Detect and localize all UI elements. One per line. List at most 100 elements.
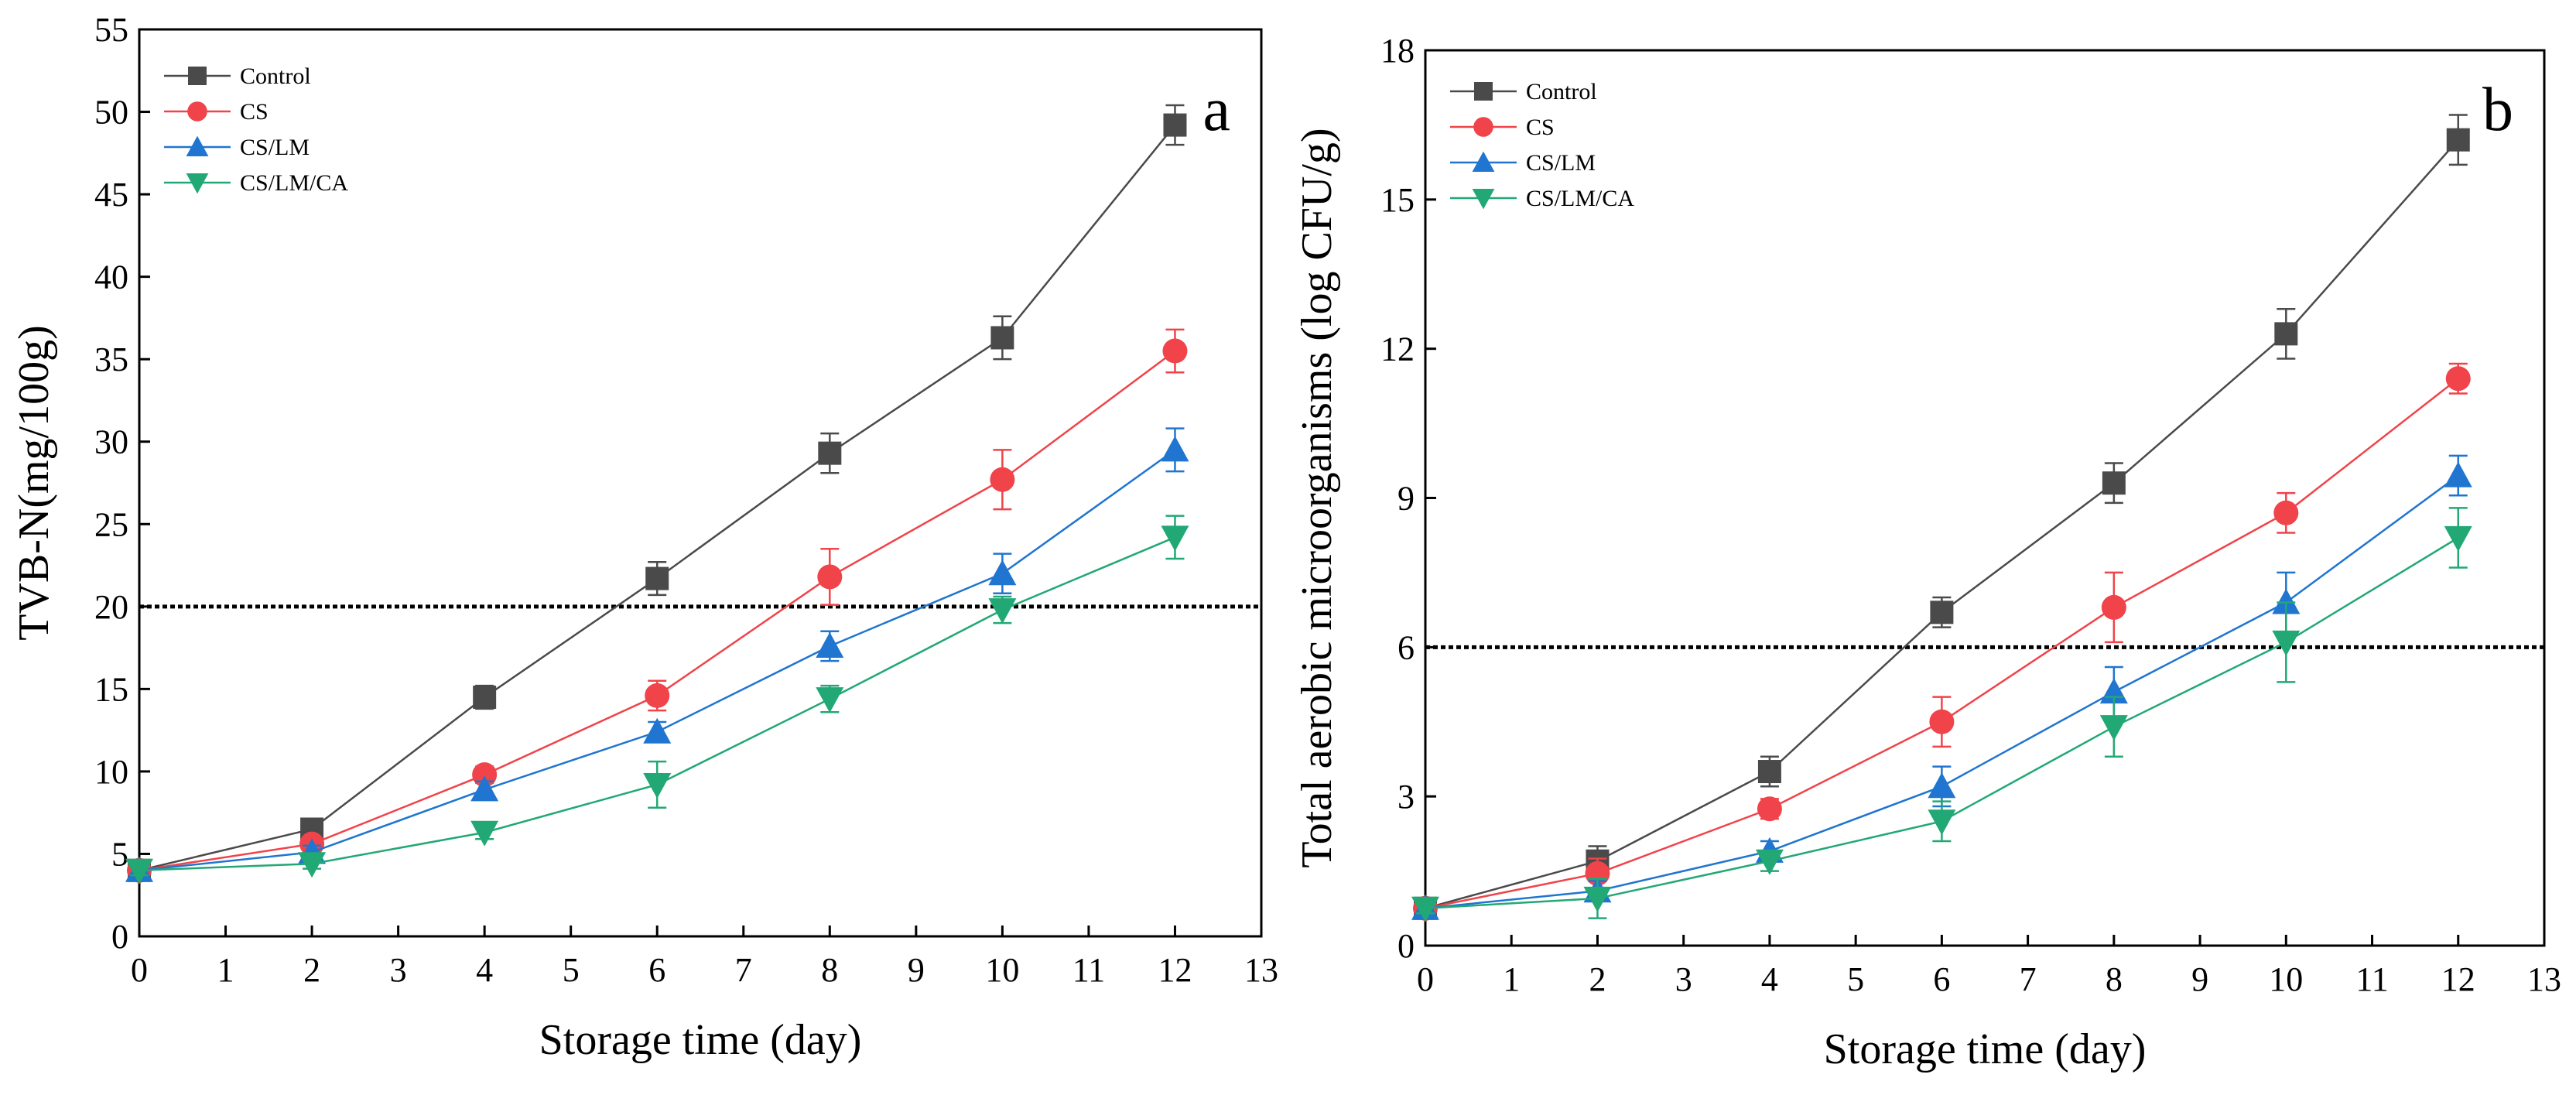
x-tick-label: 13 <box>2527 960 2561 998</box>
x-tick-label: 12 <box>1158 951 1192 989</box>
y-tick-label: 5 <box>111 835 128 873</box>
y-tick-label: 9 <box>1397 480 1415 518</box>
x-tick-label: 1 <box>217 951 234 989</box>
x-tick-label: 12 <box>2441 960 2475 998</box>
y-tick-label: 30 <box>94 423 128 461</box>
legend-label: CS/LM/CA <box>240 170 348 196</box>
x-tick-label: 5 <box>1847 960 1864 998</box>
data-point <box>1161 525 1189 552</box>
y-tick-label: 18 <box>1380 32 1415 70</box>
data-point <box>988 559 1017 586</box>
data-point <box>816 687 844 713</box>
data-point <box>990 467 1015 492</box>
panel-label: b <box>2482 76 2513 144</box>
legend-marker <box>1474 82 1493 101</box>
x-tick-label: 10 <box>2269 960 2303 998</box>
x-tick-label: 11 <box>1072 951 1105 989</box>
data-point <box>1162 338 1188 364</box>
y-tick-label: 20 <box>94 588 128 626</box>
x-tick-label: 6 <box>648 951 665 989</box>
legend-label: CS/LM/CA <box>1526 186 1634 211</box>
data-point <box>2444 525 2472 552</box>
data-point <box>990 326 1014 350</box>
x-tick-label: 2 <box>303 951 320 989</box>
legend-marker <box>186 135 209 156</box>
data-point <box>2272 588 2301 614</box>
y-tick-label: 55 <box>94 11 128 49</box>
series-cs-lm-ca <box>1411 507 2472 922</box>
x-tick-label: 8 <box>2106 960 2123 998</box>
x-tick-label: 4 <box>1761 960 1778 998</box>
x-tick-label: 7 <box>735 951 752 989</box>
legend-label: Control <box>240 63 311 89</box>
data-point <box>643 772 672 799</box>
chart-panel-a: 0 1 2 3 4 5 6 7 8 9 10 11 12 130510152025303540455055… <box>10 11 1278 1064</box>
data-point <box>125 858 153 884</box>
x-tick-label: 1 <box>1503 960 1520 998</box>
data-point <box>1411 896 1439 922</box>
legend: Control CS CS/LM CS/LM/CA <box>1450 79 1634 211</box>
legend-label: Control <box>1526 79 1597 104</box>
data-point <box>470 775 499 802</box>
data-point <box>645 683 670 708</box>
data-point <box>470 820 499 847</box>
data-point <box>1757 760 1781 784</box>
x-tick-label: 0 <box>1417 960 1434 998</box>
data-point <box>1929 709 1955 734</box>
data-point <box>2272 630 2301 656</box>
legend-marker <box>186 173 209 194</box>
x-tick-label: 11 <box>2355 960 2388 998</box>
data-point <box>2102 471 2126 495</box>
legend-label: CS <box>240 99 269 125</box>
x-tick-label: 5 <box>563 951 580 989</box>
x-tick-label: 0 <box>131 951 148 989</box>
y-tick-label: 15 <box>1380 181 1415 219</box>
plot-frame <box>1424 49 2546 947</box>
data-point <box>1755 849 1784 875</box>
data-point <box>1928 809 1956 836</box>
data-point <box>2273 500 2299 525</box>
data-point <box>2101 594 2126 620</box>
legend: Control CS CS/LM CS/LM/CA <box>164 63 348 196</box>
x-tick-label: 3 <box>1675 960 1692 998</box>
data-point <box>298 852 327 878</box>
y-tick-label: 45 <box>94 176 128 214</box>
x-tick-label: 10 <box>985 951 1019 989</box>
y-axis-title: TVB-N(mg/100g) <box>10 325 58 641</box>
data-point <box>645 566 669 590</box>
y-tick-label: 6 <box>1397 628 1415 666</box>
data-point <box>1930 600 1954 624</box>
y-tick-label: 50 <box>94 94 128 132</box>
x-axis-title: Storage time (day) <box>1824 1025 2147 1073</box>
data-point <box>1583 886 1612 912</box>
x-tick-label: 9 <box>2191 960 2208 998</box>
panel-label: a <box>1202 76 1230 144</box>
data-point <box>643 717 672 744</box>
data-point <box>816 631 844 658</box>
legend-marker <box>1473 117 1493 137</box>
series-cs-lm <box>1411 454 2472 920</box>
x-tick-label: 4 <box>476 951 493 989</box>
y-tick-label: 12 <box>1380 330 1415 368</box>
data-point <box>1928 772 1956 799</box>
x-tick-label: 8 <box>821 951 838 989</box>
x-tick-label: 13 <box>1244 951 1278 989</box>
legend-label: CS/LM <box>1526 150 1596 176</box>
data-point <box>1585 861 1610 886</box>
data-point <box>2099 715 2128 741</box>
legend-marker <box>1472 151 1495 172</box>
legend-marker <box>1472 189 1495 210</box>
x-tick-label: 7 <box>2020 960 2037 998</box>
data-point <box>988 598 1017 624</box>
x-tick-label: 9 <box>908 951 925 989</box>
y-tick-label: 10 <box>94 753 128 791</box>
data-point <box>2274 322 2298 346</box>
y-tick-label: 3 <box>1397 778 1415 816</box>
legend-marker <box>188 67 207 85</box>
legend-label: CS/LM <box>240 135 310 160</box>
y-tick-label: 40 <box>94 258 128 296</box>
series-cs-lm-ca <box>125 515 1189 884</box>
data-point <box>473 686 497 710</box>
